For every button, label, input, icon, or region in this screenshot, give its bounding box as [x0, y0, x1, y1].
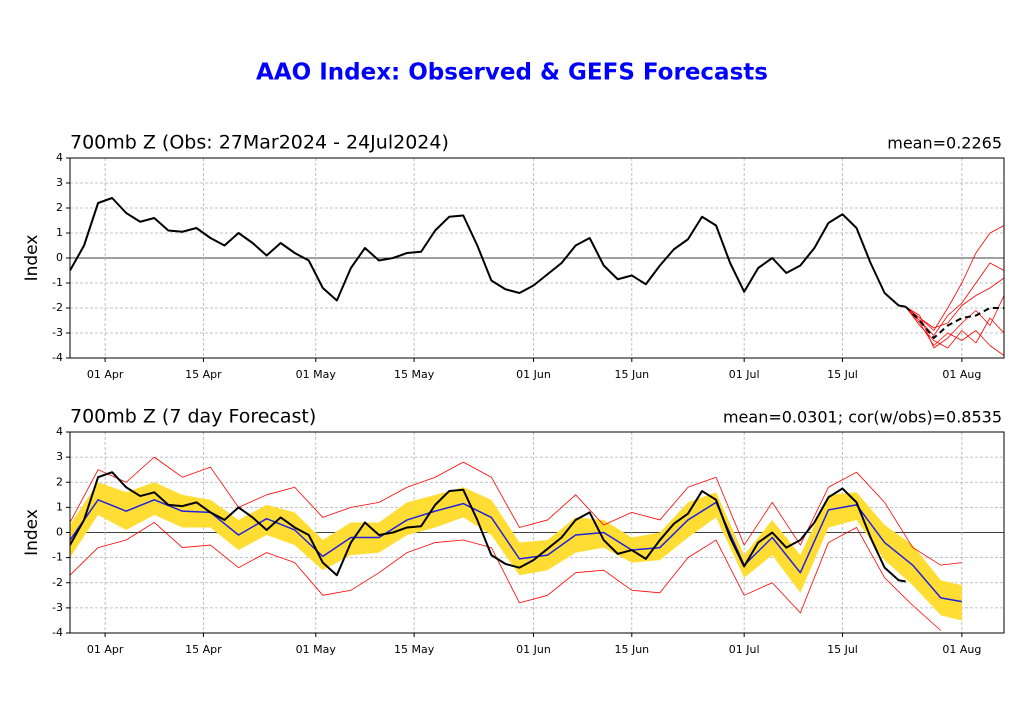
x-tick-label: 01 Apr [87, 643, 124, 656]
x-tick-label: 15 Jun [614, 368, 649, 381]
x-tick-label: 01 Aug [942, 368, 981, 381]
x-tick-label: 01 Jun [516, 643, 551, 656]
page-title: AAO Index: Observed & GEFS Forecasts [256, 60, 768, 86]
series-line [70, 197, 906, 308]
y-tick-label: 0 [56, 251, 63, 264]
y-tick-label: 3 [56, 450, 63, 463]
y-tick-label: 3 [56, 176, 63, 189]
plot-frame [69, 431, 1005, 634]
series-line [905, 306, 1004, 349]
chart-title: 700mb Z (Obs: 27Mar2024 - 24Jul2024) [70, 132, 449, 154]
plot-area [70, 197, 1004, 356]
x-tick-label: 15 Jul [827, 368, 858, 381]
y-tick-label: -1 [52, 276, 63, 289]
series-line [70, 499, 962, 603]
y-tick-label: -1 [52, 551, 63, 564]
y-tick-label: 2 [56, 475, 63, 488]
y-tick-label: 0 [56, 526, 63, 539]
x-tick-label: 01 Aug [942, 643, 981, 656]
plot-area [70, 456, 962, 631]
x-tick-label: 01 May [296, 368, 337, 381]
chart-annotation: mean=0.0301; cor(w/obs)=0.8535 [723, 408, 1002, 427]
series-line [905, 277, 1004, 329]
x-tick-label: 01 Apr [87, 368, 124, 381]
y-tick-label: 1 [56, 500, 63, 513]
x-tick-label: 01 Jul [729, 368, 760, 381]
x-tick-label: 01 May [296, 643, 337, 656]
y-tick-label: 2 [56, 201, 63, 214]
spread-band [70, 482, 962, 621]
chart-annotation: mean=0.2265 [887, 134, 1002, 153]
y-axis-label: Index [22, 235, 42, 282]
series-line [905, 295, 1004, 349]
y-tick-label: -4 [52, 626, 63, 639]
x-tick-label: 15 Apr [185, 643, 222, 656]
y-tick-label: -2 [52, 576, 63, 589]
series-line [904, 306, 1004, 339]
x-tick-label: 15 May [394, 368, 435, 381]
y-tick-label: 1 [56, 226, 63, 239]
x-tick-label: 15 May [394, 643, 435, 656]
series-line [70, 456, 962, 566]
x-tick-label: 15 Apr [185, 368, 222, 381]
y-tick-label: 4 [56, 151, 63, 164]
y-tick-label: -2 [52, 301, 63, 314]
x-tick-label: 15 Jul [827, 643, 858, 656]
series-line [70, 522, 942, 631]
y-axis-label: Index [22, 509, 42, 556]
x-tick-label: 01 Jul [729, 643, 760, 656]
chart-title: 700mb Z (7 day Forecast) [70, 406, 316, 428]
y-tick-label: -4 [52, 351, 63, 364]
y-tick-label: 4 [56, 425, 63, 438]
y-tick-label: -3 [52, 601, 63, 614]
plot-frame [69, 157, 1005, 359]
y-tick-label: -3 [52, 326, 63, 339]
series-line [905, 306, 1004, 356]
series-line [70, 471, 906, 583]
x-tick-label: 15 Jun [614, 643, 649, 656]
x-tick-label: 01 Jun [516, 368, 551, 381]
